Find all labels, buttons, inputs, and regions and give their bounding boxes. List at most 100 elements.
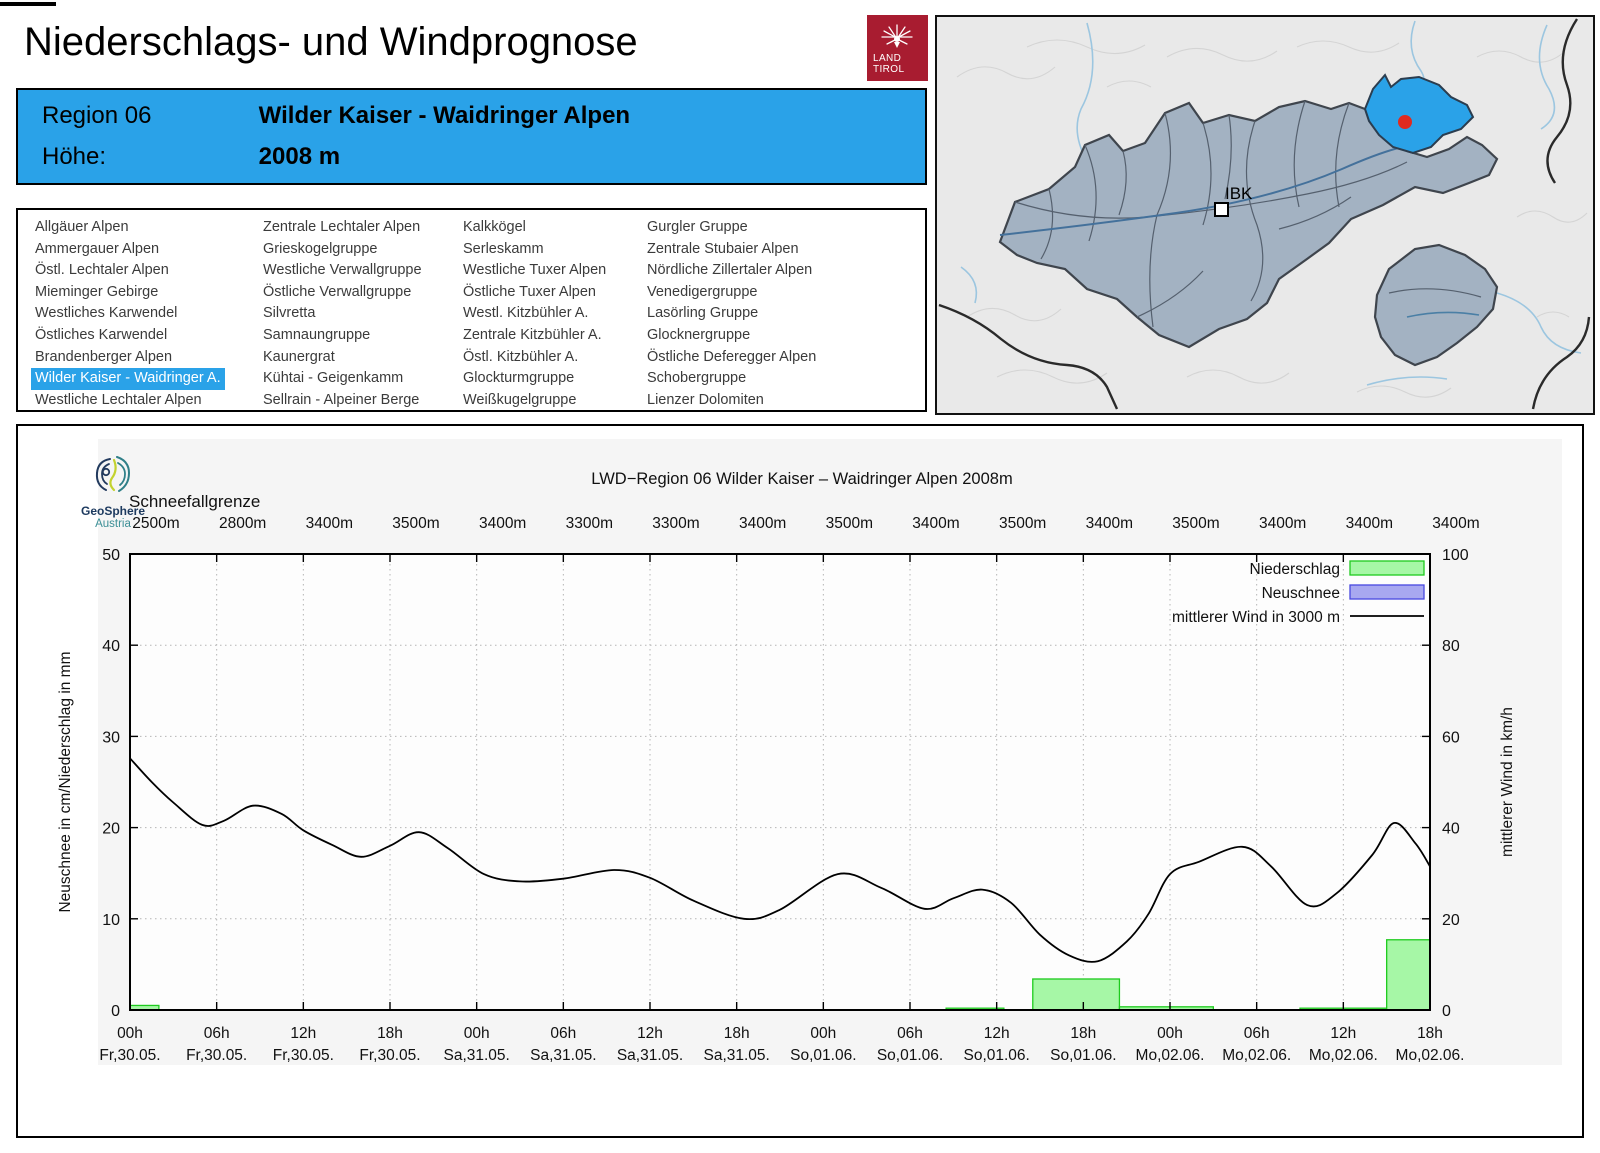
x-tick-date-label: Fr,30.05. [186,1047,247,1064]
region-list-item[interactable]: Kalkkögel [463,219,526,235]
region-list-column: Zentrale Lechtaler Alpen Grieskogelgruppe… [263,217,422,411]
x-tick-date-label: Sa,31.05. [703,1047,769,1064]
y-left-tick-label: 10 [102,912,120,929]
land-tirol-logo: LAND TIROL [867,15,928,81]
region-list-item[interactable]: Nördliche Zillertaler Alpen [647,262,813,279]
region-list-item[interactable]: Östl. Kitzbühler A. [463,348,579,365]
x-tick-time-label: 18h [1070,1025,1096,1042]
y-right-tick-label: 80 [1442,638,1460,655]
x-tick-date-label: So,01.06. [877,1047,943,1064]
region-list-item[interactable]: Sellrain - Alpeiner Berge [263,391,420,408]
legend-label: Neuschnee [1262,585,1340,602]
region-list-item[interactable]: Östliche Verwallgruppe [263,283,412,300]
region-list-item[interactable]: Östl. Lechtaler Alpen [35,262,169,279]
region-list-item[interactable]: Zentrale Kitzbühler A. [463,326,602,343]
region-list-item[interactable]: Venedigergruppe [647,283,758,300]
region-list-item[interactable]: Grieskogelgruppe [263,240,378,257]
region-list-item[interactable]: Gurgler Gruppe [647,219,748,235]
tirol-map-svg: IBK [938,18,1591,410]
x-tick-time-label: 12h [637,1025,663,1042]
region-list-item[interactable]: Samnaungruppe [263,326,371,343]
region-list-item[interactable]: Östliche Deferegger Alpen [647,348,817,365]
snowline-value: 3400m [1085,515,1134,532]
region-list-item[interactable]: Mieminger Gebirge [35,283,159,300]
tirol-map[interactable]: IBK [935,15,1595,415]
x-tick-time-label: 00h [464,1025,490,1042]
snowline-value: 3400m [1258,515,1307,532]
region-list-item[interactable]: Lienzer Dolomiten [647,391,764,408]
region-list-item[interactable]: Westl. Kitzbühler A. [463,305,589,322]
region-list-item[interactable]: Westliche Lechtaler Alpen [35,391,202,408]
region-list-item[interactable]: Westliche Verwallgruppe [263,262,422,279]
legend-label: Niederschlag [1250,561,1340,578]
x-tick-date-label: Mo,02.06. [1222,1047,1291,1064]
region-list-item[interactable]: Westliches Karwendel [35,305,178,322]
ibk-label: IBK [1225,184,1253,203]
region-list-item[interactable]: Serleskamm [463,240,544,257]
x-tick-time-label: 00h [1157,1025,1183,1042]
region-list-item-selected[interactable]: Wilder Kaiser - Waidringer A. [31,368,225,390]
region-list-item[interactable]: Östliches Karwendel [35,326,168,343]
plot-border [129,553,1431,1011]
x-tick-date-label: Fr,30.05. [359,1047,420,1064]
page-title: Niederschlags- und Windprognose [24,20,638,64]
x-tick-date-label: So,01.06. [963,1047,1029,1064]
region-list-item[interactable]: Weißkugelgruppe [463,391,577,408]
snowline-value: 2500m [132,515,180,532]
y-left-tick-label: 50 [102,547,120,564]
snowline-value: 3500m [825,515,874,532]
x-tick-date-label: Sa,31.05. [443,1047,509,1064]
x-tick-time-label: 06h [550,1025,576,1042]
region-list-item[interactable]: Kühtai - Geigenkamm [263,370,404,387]
region-list-item[interactable]: Allgäuer Alpen [35,219,129,235]
region-list-item[interactable]: Schobergruppe [647,370,747,387]
legend-swatch [1349,560,1425,576]
x-tick-time-label: 06h [1244,1025,1270,1042]
snowline-value: 3400m [1345,515,1394,532]
region-list-item[interactable]: Lasörling Gruppe [647,305,759,322]
y-right-axis-title: mittlerer Wind in km/h [1499,707,1516,857]
north-tyrol-shape [998,99,1499,349]
region-list-item[interactable]: Kaunergrat [263,348,335,365]
region-list-column: Gurgler Gruppe Zentrale Stubaier Alpen Nör… [647,217,816,411]
region-list-item[interactable]: Brandenberger Alpen [35,348,173,365]
selected-region-shape[interactable] [1363,73,1475,155]
snowline-value: 2800m [218,515,267,532]
region-list-item[interactable]: Glockturmgruppe [463,370,575,387]
snowline-value: 3500m [392,515,440,532]
y-right-tick-label: 20 [1442,912,1460,929]
region-list-item[interactable]: Westliche Tuxer Alpen [463,262,607,279]
snowline-value: 3400m [1432,515,1480,532]
x-tick-date-label: Fr,30.05. [99,1047,160,1064]
relief-texture [956,39,1588,398]
region-list-item[interactable]: Östliche Tuxer Alpen [463,283,596,300]
x-tick-time-label: 00h [810,1025,836,1042]
region-list-item[interactable]: Ammergauer Alpen [35,240,160,257]
legend-swatch [1349,584,1425,600]
region-list-item[interactable]: Zentrale Stubaier Alpen [647,240,799,257]
y-left-tick-label: 40 [102,638,120,655]
x-tick-time-label: 12h [290,1025,316,1042]
snowline-value: 3500m [998,515,1047,532]
elevation-label: Höhe: [42,143,107,170]
y-left-tick-label: 30 [102,729,120,746]
region-list-column: Allgäuer Alpen Ammergauer Alpen Östl. Lech… [31,217,225,411]
region-list: Allgäuer Alpen Ammergauer Alpen Östl. Lech… [16,208,927,412]
x-tick-time-label: 06h [204,1025,230,1042]
y-right-tick-label: 0 [1442,1003,1451,1020]
snowline-value: 3400m [305,515,354,532]
plot-area [130,554,1430,1010]
region-list-item[interactable]: Zentrale Lechtaler Alpen [263,219,421,235]
region-list-item[interactable]: Glocknergruppe [647,326,751,343]
snowline-value: 3300m [652,515,700,532]
snowline-label: Schneefallgrenze [129,492,261,511]
forecast-chart-panel: GeoSphere Austria LWD−Region 06 Wilder K… [16,424,1584,1138]
x-tick-time-label: 12h [984,1025,1010,1042]
region-name: Wilder Kaiser - Waidringer Alpen [258,102,631,129]
snowline-value: 3500m [1172,515,1220,532]
snowline-value: 3400m [478,515,527,532]
region-list-item[interactable]: Silvretta [263,305,316,322]
land-tirol-logo-text: LAND TIROL [873,53,905,76]
y-left-tick-label: 20 [102,821,120,838]
